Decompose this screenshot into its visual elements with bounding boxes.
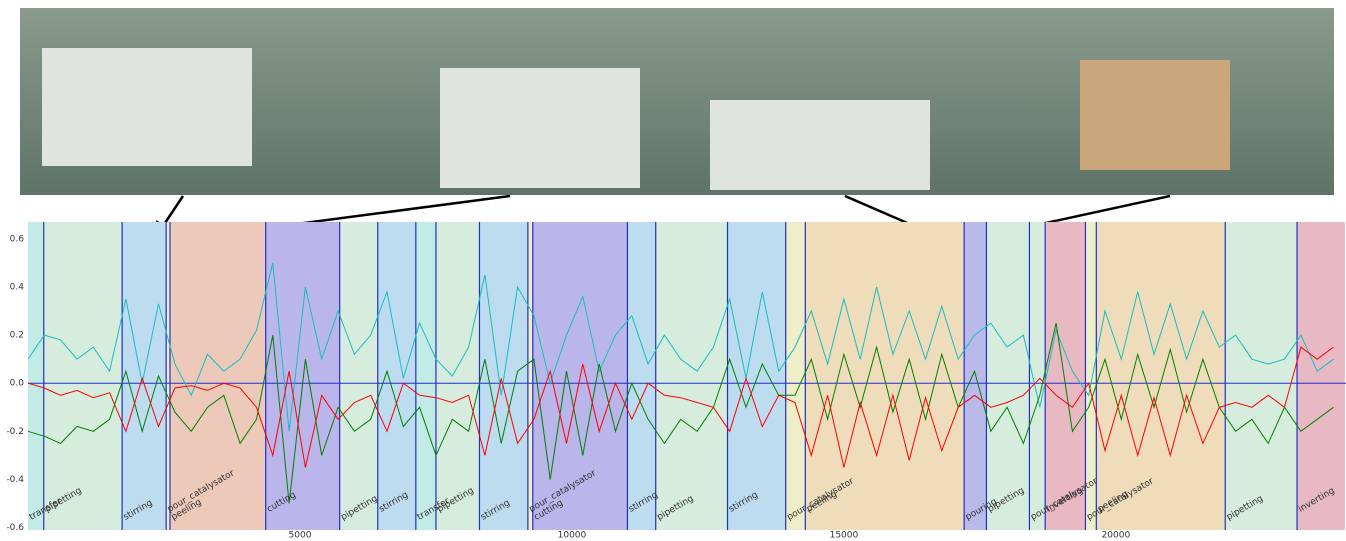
segment xyxy=(1225,222,1297,530)
segment xyxy=(656,222,728,530)
y-tick-label: -0.4 xyxy=(6,475,24,485)
segment xyxy=(728,222,786,530)
segment xyxy=(28,222,44,530)
photos xyxy=(20,8,1334,195)
segment xyxy=(986,222,1029,530)
segment xyxy=(1297,222,1345,530)
photo-board xyxy=(440,68,640,188)
x-tick-label: 15000 xyxy=(830,531,859,541)
y-tick-label: 0.2 xyxy=(10,331,24,341)
y-tick-label: -0.2 xyxy=(6,427,24,437)
y-tick-label: 0.4 xyxy=(10,282,25,292)
segment xyxy=(627,222,655,530)
segment xyxy=(1096,222,1225,530)
x-tick-label: 10000 xyxy=(558,531,587,541)
y-tick-label: -0.6 xyxy=(6,523,24,533)
figure: transferpipettingstirringpour_catalysato… xyxy=(0,0,1346,541)
segment xyxy=(1045,222,1085,530)
photo-board xyxy=(42,48,252,166)
segment xyxy=(528,222,533,530)
photo-liquid xyxy=(1080,60,1230,170)
segment xyxy=(786,222,806,530)
segment xyxy=(378,222,416,530)
y-tick-label: 0.0 xyxy=(10,379,25,389)
segment xyxy=(44,222,122,530)
segment xyxy=(436,222,480,530)
x-tick-label: 5000 xyxy=(289,531,312,541)
segment xyxy=(1029,222,1045,530)
segment xyxy=(805,222,964,530)
segment xyxy=(340,222,378,530)
x-tick-label: 20000 xyxy=(1102,531,1131,541)
y-tick-label: 0.6 xyxy=(10,234,25,244)
segment xyxy=(416,222,436,530)
photo-board xyxy=(710,100,930,190)
